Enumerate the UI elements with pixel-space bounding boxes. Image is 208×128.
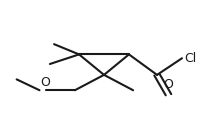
Text: O: O: [40, 76, 50, 89]
Text: O: O: [163, 78, 173, 91]
Text: Cl: Cl: [184, 52, 196, 65]
